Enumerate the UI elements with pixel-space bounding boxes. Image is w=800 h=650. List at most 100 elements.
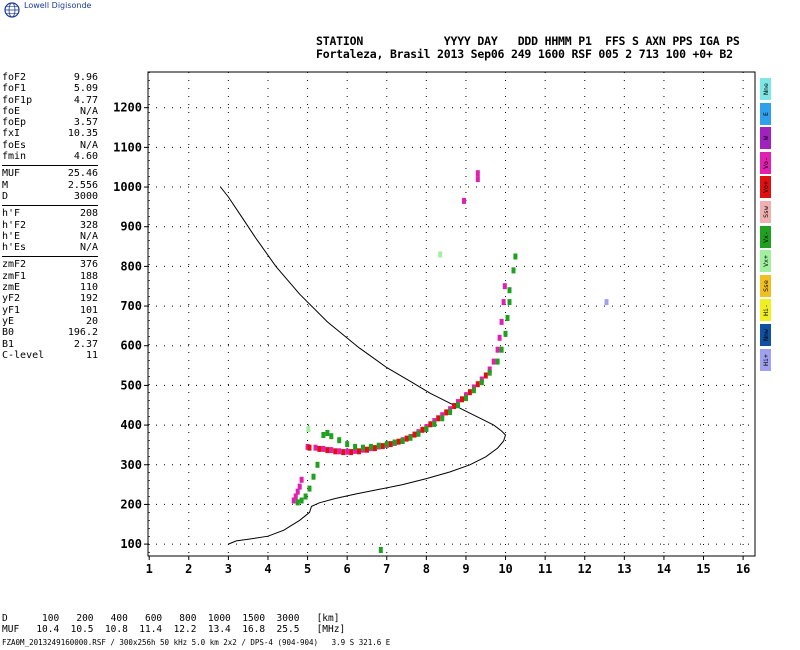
legend-label: Nnw bbox=[761, 329, 770, 341]
trace-point bbox=[368, 443, 373, 450]
legend-label: Nne bbox=[761, 83, 770, 95]
legend-item: Vx- bbox=[760, 225, 771, 248]
param-row: zmE 110 bbox=[2, 282, 98, 293]
param-label: h'F2 bbox=[2, 219, 27, 231]
trace-point bbox=[440, 412, 445, 419]
param-value: 9.96 bbox=[73, 72, 98, 83]
param-label: h'F bbox=[2, 208, 21, 220]
trace-point bbox=[438, 251, 443, 258]
param-label: B0 bbox=[2, 327, 15, 339]
trace-point bbox=[444, 409, 449, 416]
trace-point bbox=[479, 379, 484, 386]
param-value: 3000 bbox=[73, 190, 98, 202]
param-label: h'Es bbox=[2, 242, 27, 254]
trace-point bbox=[295, 499, 300, 506]
trace-point bbox=[315, 461, 320, 468]
trace-point bbox=[311, 473, 316, 480]
param-row: foF2 9.96 bbox=[2, 72, 98, 83]
y-tick-label: 200 bbox=[120, 497, 142, 511]
x-tick-label: 10 bbox=[498, 562, 512, 576]
trace-point bbox=[499, 318, 504, 325]
trace-point bbox=[456, 402, 460, 409]
legend-label: Vo- bbox=[761, 156, 770, 169]
logo-text: Lowell Digisonde bbox=[24, 1, 92, 10]
trace-point bbox=[604, 299, 609, 306]
trace-point bbox=[502, 283, 507, 290]
legend-item: Vx+ bbox=[760, 250, 771, 273]
trace-point bbox=[345, 441, 350, 448]
param-row: h'Es N/A bbox=[2, 242, 98, 253]
x-tick-label: 3 bbox=[225, 562, 232, 576]
trace-point bbox=[495, 358, 500, 365]
param-value: 25.46 bbox=[67, 168, 98, 180]
param-value: 328 bbox=[79, 219, 98, 231]
trace-point bbox=[372, 445, 377, 452]
param-value: N/A bbox=[79, 242, 98, 254]
trace-point bbox=[329, 447, 334, 454]
param-label: yF1 bbox=[2, 304, 21, 316]
param-row: zmF2 376 bbox=[2, 259, 98, 270]
trace-point bbox=[353, 447, 358, 454]
param-label: foF1 bbox=[2, 83, 27, 95]
trace-point bbox=[507, 299, 512, 306]
param-value: 208 bbox=[79, 208, 98, 220]
param-row: M 2.556 bbox=[2, 180, 98, 191]
x-tick-label: 1 bbox=[146, 562, 153, 576]
trace-point bbox=[341, 449, 346, 456]
trace-point bbox=[306, 426, 311, 432]
trace-point bbox=[349, 449, 354, 456]
x-tick-label: 7 bbox=[383, 562, 390, 576]
param-label: D bbox=[2, 190, 9, 202]
param-row: foF1 5.09 bbox=[2, 83, 98, 94]
param-separator bbox=[2, 205, 98, 207]
trace-point bbox=[503, 330, 508, 337]
param-label: foF1p bbox=[2, 94, 33, 106]
trace-point bbox=[295, 488, 300, 495]
param-row: h'F 208 bbox=[2, 208, 98, 219]
trace-point bbox=[333, 448, 338, 455]
x-tick-label: 13 bbox=[617, 562, 631, 576]
param-value: 188 bbox=[79, 270, 98, 282]
param-value: N/A bbox=[79, 105, 98, 117]
legend-label: Vx- bbox=[761, 230, 770, 243]
legend-label: Hi- bbox=[761, 304, 770, 317]
param-value: 101 bbox=[79, 304, 98, 316]
trace-point bbox=[325, 430, 330, 436]
x-tick-label: 5 bbox=[304, 562, 311, 576]
param-label: zmE bbox=[2, 282, 21, 294]
trace-point bbox=[325, 447, 330, 454]
y-tick-label: 600 bbox=[120, 339, 142, 353]
trace-point bbox=[357, 448, 361, 455]
trace-point bbox=[313, 444, 318, 451]
trace-point bbox=[293, 493, 298, 500]
param-value: 3.57 bbox=[73, 117, 98, 129]
param-row: foE N/A bbox=[2, 106, 98, 117]
y-tick-label: 1200 bbox=[113, 101, 142, 115]
param-separator bbox=[2, 256, 98, 258]
legend-item: Nne bbox=[760, 78, 771, 100]
param-label: M bbox=[2, 179, 9, 191]
trace-point bbox=[307, 485, 312, 492]
param-row: fmin 4.60 bbox=[2, 151, 98, 162]
trace-point bbox=[462, 197, 466, 204]
y-tick-label: 100 bbox=[120, 537, 142, 551]
legend-label: E bbox=[761, 111, 770, 116]
trace-point bbox=[456, 399, 460, 406]
param-row: yF2 192 bbox=[2, 293, 98, 304]
y-tick-label: 1000 bbox=[113, 180, 142, 194]
polarization-legend: Nne E W Vo- Vo+ Ssw Vx- Vx+ Sse Hi- Nnw Hi+ bbox=[760, 78, 772, 373]
trace-point bbox=[376, 442, 381, 449]
param-label: B1 bbox=[2, 338, 15, 350]
y-tick-label: 700 bbox=[120, 299, 142, 313]
param-label: fxI bbox=[2, 128, 21, 140]
param-label: yF2 bbox=[2, 293, 21, 305]
x-tick-label: 2 bbox=[185, 562, 192, 576]
param-row: foF1p 4.77 bbox=[2, 95, 98, 106]
param-row: yF1 101 bbox=[2, 305, 98, 316]
trace-point bbox=[361, 444, 365, 451]
param-row: zmF1 188 bbox=[2, 271, 98, 282]
trace-point bbox=[291, 497, 296, 504]
param-value: 11 bbox=[85, 349, 98, 361]
legend-item: E bbox=[760, 102, 771, 125]
